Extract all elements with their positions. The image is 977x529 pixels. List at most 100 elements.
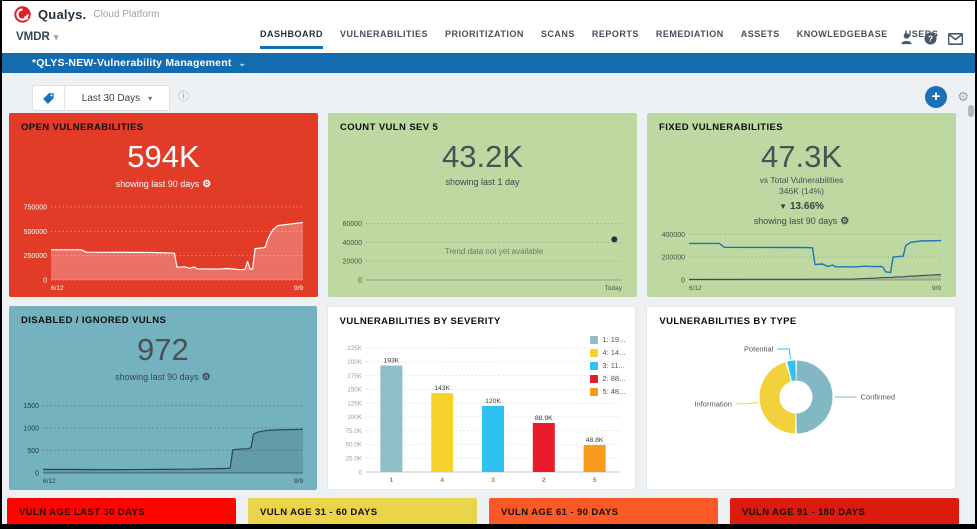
svg-text:1000: 1000 — [23, 426, 39, 433]
app-name: VMDR — [16, 31, 50, 43]
svg-text:200000: 200000 — [662, 255, 685, 262]
info-icon[interactable]: ⓘ — [178, 91, 189, 103]
legend-swatch — [590, 348, 599, 357]
open-vulnerabilities-count[interactable]: 594K — [127, 139, 200, 174]
svg-text:120K: 120K — [485, 398, 501, 405]
svg-text:1500: 1500 — [23, 403, 39, 410]
sev5-count[interactable]: 43.2K — [441, 139, 523, 174]
donut-slice-confirmed[interactable] — [759, 360, 833, 434]
svg-text:6/12: 6/12 — [689, 285, 702, 292]
bar-severity-5[interactable] — [583, 445, 606, 472]
svg-text:60000: 60000 — [343, 221, 363, 228]
svg-text:193K: 193K — [383, 358, 399, 365]
open-vulnerabilities-trend-chart: 0 250000 500000 750000 6/12 9/9 — [24, 204, 304, 292]
dashboard-selector[interactable]: *QLYS-NEW-Vulnerability Management ⌄ — [32, 57, 246, 69]
donut-slice-potential[interactable] — [759, 360, 833, 434]
nav-item-dashboard[interactable]: DASHBOARD — [260, 29, 323, 49]
svg-text:200K: 200K — [347, 359, 363, 366]
widget-title: OPEN VULNERABILITIES — [21, 122, 144, 133]
add-widget-button[interactable]: + — [925, 86, 947, 108]
bar-severity-2[interactable] — [532, 422, 555, 472]
nav-item-users[interactable]: USERS — [904, 29, 939, 39]
delta-down-icon: ▼ — [779, 202, 787, 211]
nav-item-vulnerabilities[interactable]: VULNERABILITIES — [340, 29, 429, 39]
widget-vuln-age-31-60-days[interactable]: VULN AGE 31 - 60 DAYS — [248, 498, 477, 524]
svg-text:0: 0 — [43, 278, 47, 285]
widget-gear-icon[interactable]: ⚙ — [201, 372, 211, 383]
widget-fixed-vulnerabilities: FIXED VULNERABILITIES 47.3K vs Total Vul… — [647, 113, 956, 297]
svg-text:50.0K: 50.0K — [345, 442, 362, 449]
bar-severity-4[interactable] — [430, 393, 453, 472]
main-nav: DASHBOARD VULNERABILITIES PRIORITIZATION SC… — [260, 29, 938, 49]
svg-text:?: ? — [928, 33, 933, 43]
legend-item[interactable]: 1: 19... — [590, 335, 625, 344]
vuln-age-row: VULN AGE LAST 30 DAYS VULN AGE 31 - 60 DA… — [7, 498, 959, 524]
app-switcher-vmdr[interactable]: VMDR ▾ — [16, 31, 58, 43]
donut-slice-information[interactable] — [759, 360, 833, 434]
disabled-ignored-trend-chart: 0 500 1000 1500 6/12 9/9 — [23, 403, 303, 485]
svg-text:25.0K: 25.0K — [345, 456, 362, 463]
widget-disabled-ignored-vulns: DISABLED / IGNORED VULNS 972 showing las… — [9, 306, 317, 490]
widget-vuln-age-last-30-days[interactable]: VULN AGE LAST 30 DAYS — [7, 498, 236, 524]
legend-item[interactable]: 4: 14... — [590, 348, 625, 357]
widget-vuln-age-61-90-days[interactable]: VULN AGE 61 - 90 DAYS — [489, 498, 718, 524]
nav-item-knowledgebase[interactable]: KNOWLEDGEBASE — [796, 29, 888, 39]
widget-title: DISABLED / IGNORED VULNS — [21, 315, 167, 326]
nav-item-reports[interactable]: REPORTS — [591, 29, 639, 39]
fixed-vulnerabilities-count[interactable]: 47.3K — [760, 139, 842, 174]
legend-item[interactable]: 3: 11... — [590, 361, 625, 370]
svg-text:88.9K: 88.9K — [535, 415, 553, 422]
nav-item-remediation[interactable]: REMEDIATION — [655, 29, 724, 39]
svg-text:Today: Today — [605, 285, 623, 292]
dashboard-title: *QLYS-NEW-Vulnerability Management — [32, 57, 232, 69]
svg-text:250000: 250000 — [24, 253, 47, 260]
svg-text:1: 1 — [389, 477, 393, 484]
svg-text:0: 0 — [358, 469, 362, 476]
help-icon[interactable]: ? — [924, 32, 937, 45]
date-range-dropdown[interactable]: Last 30 Days ▾ — [65, 86, 169, 110]
nav-item-scans[interactable]: SCANS — [540, 29, 575, 39]
mail-icon[interactable] — [948, 32, 963, 45]
scrollbar-thumb[interactable] — [968, 105, 974, 117]
widget-subtitle: showing last 90 days ⚙ — [115, 179, 212, 190]
delta-line: ▼ 13.66% — [779, 201, 824, 212]
widget-title: VULNERABILITIES BY SEVERITY — [339, 316, 501, 327]
svg-text:0: 0 — [35, 471, 39, 478]
svg-text:9/9: 9/9 — [932, 285, 941, 292]
svg-text:500: 500 — [27, 448, 39, 455]
date-range-value: Last 30 Days — [81, 92, 141, 104]
user-icon[interactable] — [900, 32, 913, 45]
svg-text:6/12: 6/12 — [51, 285, 64, 292]
widget-gear-icon[interactable]: ⚙ — [202, 179, 212, 190]
filter-bar: Last 30 Days ▾ ⓘ + ⚙ — [2, 73, 975, 113]
tag-icon — [43, 92, 54, 104]
widget-vuln-age-91-180-days[interactable]: VULN AGE 91 - 180 DAYS — [730, 498, 959, 524]
bar-severity-1[interactable] — [380, 365, 403, 472]
dashboard-settings-gear-icon[interactable]: ⚙ — [957, 89, 969, 104]
severity-bar-chart: 0 25.0K 50.0K 75.0K 100K 125K 150K 175K 200K 225K… — [345, 345, 620, 484]
legend-swatch — [590, 335, 599, 344]
svg-text:9/9: 9/9 — [294, 478, 303, 485]
tag-filter-button[interactable] — [33, 86, 65, 110]
donut-label-confirmed: Confirmed — [861, 393, 896, 402]
svg-text:400000: 400000 — [662, 232, 685, 239]
legend-label: 2: 88... — [602, 374, 626, 383]
legend-swatch — [590, 387, 599, 396]
bar-severity-3[interactable] — [481, 405, 504, 472]
nav-item-prioritization[interactable]: PRIORITIZATION — [445, 29, 524, 39]
legend-item[interactable]: 5: 48... — [590, 387, 625, 396]
widget-count-vuln-sev-5: COUNT VULN SEV 5 43.2K showing last 1 da… — [328, 113, 637, 297]
donut-label-information: Information — [695, 399, 733, 408]
svg-text:6/12: 6/12 — [43, 478, 56, 485]
widget-vulnerabilities-by-type: VULNERABILITIES BY TYPE Confirmed Informa… — [646, 306, 957, 490]
widget-title: COUNT VULN SEV 5 — [340, 122, 439, 133]
widget-title: VULN AGE 31 - 60 DAYS — [260, 507, 378, 518]
svg-text:225K: 225K — [347, 345, 363, 352]
disabled-ignored-count[interactable]: 972 — [136, 332, 189, 367]
svg-text:175K: 175K — [347, 373, 363, 380]
legend-item[interactable]: 2: 88... — [590, 374, 625, 383]
widget-title: VULNERABILITIES BY TYPE — [659, 316, 797, 327]
nav-item-assets[interactable]: ASSETS — [740, 29, 780, 39]
vs-total-label: vs Total Vulnerabilities — [759, 175, 844, 185]
widget-gear-icon[interactable]: ⚙ — [840, 216, 850, 227]
